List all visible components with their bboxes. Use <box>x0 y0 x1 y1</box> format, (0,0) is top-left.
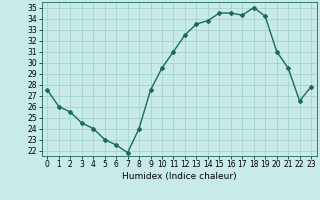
X-axis label: Humidex (Indice chaleur): Humidex (Indice chaleur) <box>122 172 236 181</box>
